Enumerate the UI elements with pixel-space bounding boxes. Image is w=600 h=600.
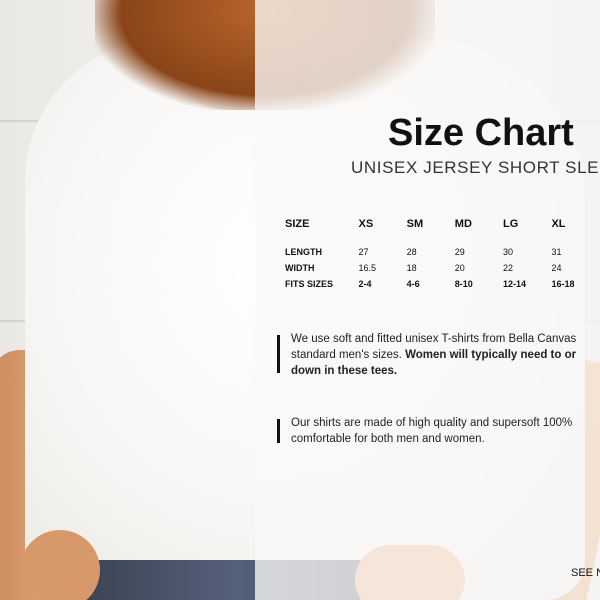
fit-note: We use soft and fitted unisex T-shirts f…	[277, 331, 576, 379]
note-line: We use soft and fitted unisex T-shirts f…	[291, 333, 577, 345]
row-label: LENGTH	[285, 247, 322, 257]
note-line: Our shirts are made of high quality and …	[291, 417, 573, 429]
note-line: down in these tees.	[291, 363, 576, 379]
note-line: comfortable for both men and women.	[291, 433, 485, 445]
cell: 24	[551, 263, 562, 273]
header-cell: LG	[502, 218, 519, 230]
table-header-row: SIZE XS SM MD LG XL	[285, 218, 600, 244]
cell: 30	[502, 247, 513, 257]
row-label: WIDTH	[285, 263, 315, 273]
cell: 31	[551, 247, 562, 257]
header-cell: XL	[551, 218, 566, 230]
cell: 29	[454, 247, 465, 257]
note-bold-text: Women will typically need to or	[405, 349, 577, 361]
cell: 16.5	[358, 263, 377, 273]
cell: 22	[502, 263, 513, 273]
left-hand	[20, 530, 100, 600]
cell: 16-18	[551, 279, 575, 289]
cell: 2-4	[358, 279, 372, 289]
size-chart-panel	[255, 0, 600, 600]
cell: 8-10	[454, 279, 473, 289]
quality-note: Our shirts are made of high quality and …	[277, 415, 572, 447]
note-accent-bar	[277, 335, 280, 373]
see-more-link[interactable]: SEE N	[571, 567, 600, 579]
note-line: standard men's sizes. Women will typical…	[291, 347, 576, 363]
header-cell: MD	[454, 218, 472, 230]
size-table: SIZE XS SM MD LG XL LENGTH 27 28 29 30 3…	[285, 218, 600, 292]
size-chart-subtitle: UNISEX JERSEY SHORT SLEEVE T	[351, 158, 600, 177]
header-cell: SM	[406, 218, 424, 230]
table-row: FITS SIZES 2-4 4-6 8-10 12-14 16-18	[285, 276, 600, 292]
cell: 18	[406, 263, 417, 273]
cell: 20	[454, 263, 465, 273]
size-chart-title: Size Chart	[388, 112, 574, 154]
cell: 27	[358, 247, 369, 257]
header-cell: XS	[358, 218, 374, 230]
table-row: WIDTH 16.5 18 20 22 24	[285, 260, 600, 276]
header-cell: SIZE	[285, 218, 310, 230]
note-accent-bar	[277, 419, 280, 443]
cell: 28	[406, 247, 417, 257]
row-label: FITS SIZES	[285, 279, 334, 289]
table-row: LENGTH 27 28 29 30 31	[285, 244, 600, 260]
cell: 12-14	[502, 279, 527, 289]
note-text: standard men's sizes.	[291, 349, 406, 361]
cell: 4-6	[406, 279, 420, 289]
note-bold-text: down in these tees.	[291, 365, 398, 377]
